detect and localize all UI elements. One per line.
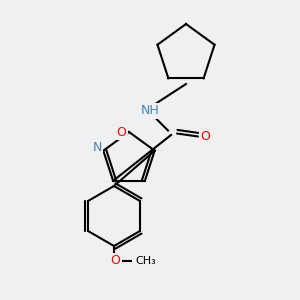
- Text: O: O: [201, 130, 210, 143]
- Text: O: O: [117, 125, 126, 139]
- Text: O: O: [111, 254, 120, 268]
- Text: N: N: [93, 141, 102, 154]
- Text: NH: NH: [141, 104, 159, 118]
- Text: CH₃: CH₃: [135, 256, 156, 266]
